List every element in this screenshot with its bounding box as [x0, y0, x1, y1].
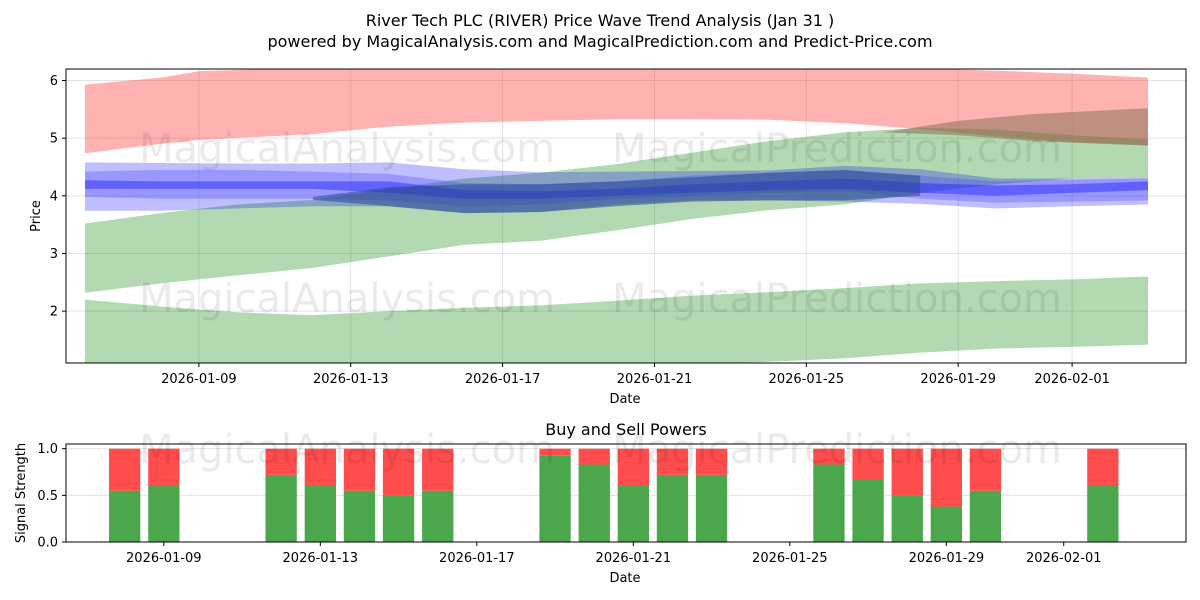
sell-bar: [617, 448, 649, 486]
signal-x-tick-label: 2026-01-09: [126, 551, 202, 566]
buy-bar: [695, 474, 728, 542]
price-bands: [85, 69, 1148, 363]
buy-bar: [265, 474, 297, 542]
watermark-text: MagicalAnalysis.com: [139, 427, 555, 473]
price-x-tick-label: 2026-01-09: [161, 372, 237, 387]
signal-x-tick-label: 2026-01-29: [909, 551, 985, 566]
sell-bar: [343, 448, 376, 491]
buy-bar: [852, 479, 884, 542]
signal-x-tick-label: 2026-01-17: [439, 551, 515, 566]
signal-x-axis: 2026-01-09 2026-01-13 2026-01-17 2026-01-21…: [126, 542, 1102, 566]
sell-bar: [852, 448, 884, 480]
sell-bar: [656, 448, 689, 475]
price-y-tick-label: 5: [50, 132, 58, 147]
price-band-1: [85, 69, 1148, 154]
buy-bar: [539, 455, 571, 542]
buy-bar: [891, 495, 923, 542]
sell-bar: [969, 448, 1002, 491]
signal-y-tick-label: 0.0: [37, 536, 58, 551]
signal-y-axis: 0.0 0.5 1.0: [37, 442, 66, 551]
signal-y-label: Signal Strength: [14, 443, 29, 543]
price-y-tick-label: 4: [50, 189, 58, 204]
sell-bar: [1087, 448, 1119, 486]
price-x-axis: 2026-01-09 2026-01-13 2026-01-17 2026-01-21…: [161, 363, 1110, 387]
signal-x-tick-label: 2026-01-13: [283, 551, 359, 566]
price-band-4: [85, 276, 1148, 363]
price-band-8: [312, 169, 921, 214]
buy-bar: [578, 464, 610, 542]
signal-x-tick-label: 2026-01-21: [596, 551, 672, 566]
chart-subtitle: powered by MagicalAnalysis.com and Magic…: [267, 32, 932, 51]
price-y-tick-label: 6: [50, 74, 58, 89]
sell-bar: [539, 448, 571, 456]
watermark-text: MagicalPrediction.com: [612, 427, 1062, 473]
buy-bar: [304, 486, 336, 542]
chart-title: River Tech PLC (RIVER) Price Wave Trend …: [366, 11, 835, 30]
buy-bar: [422, 490, 454, 542]
buy-bar: [109, 490, 141, 542]
sell-bar: [891, 448, 923, 496]
buy-bar: [969, 490, 1002, 542]
sell-bar: [304, 448, 336, 486]
buy-bar: [382, 495, 415, 542]
price-x-tick-label: 2026-01-21: [617, 372, 693, 387]
price-y-axis: 2 3 4 5 6: [50, 74, 66, 320]
signal-bars: [109, 448, 1119, 542]
price-x-tick-label: 2026-01-25: [769, 372, 845, 387]
buy-bar: [813, 464, 845, 542]
price-plot-frame: [65, 68, 1187, 364]
signal-x-tick-label: 2026-02-01: [1026, 551, 1102, 566]
watermark-text: MagicalPrediction.com: [612, 276, 1062, 322]
signal-x-tick-label: 2026-01-25: [752, 551, 828, 566]
price-plot: MagicalAnalysis.com MagicalPrediction.co…: [29, 68, 1187, 407]
price-x-tick-label: 2026-01-17: [465, 372, 541, 387]
signal-title: Buy and Sell Powers: [545, 420, 707, 439]
signal-x-label: Date: [609, 571, 640, 586]
sell-bar: [382, 448, 415, 496]
signal-plot: Buy and Sell Powers MagicalAnalysis.com …: [14, 420, 1187, 586]
watermark-text: MagicalAnalysis.com: [139, 126, 555, 172]
sell-bar: [265, 448, 297, 475]
sell-bar: [695, 448, 728, 475]
buy-bar: [343, 490, 376, 542]
sell-bar: [578, 448, 610, 465]
buy-bar: [148, 486, 180, 542]
signal-watermarks: MagicalAnalysis.com MagicalPrediction.co…: [139, 427, 1062, 473]
watermark-text: MagicalPrediction.com: [612, 126, 1062, 172]
price-y-label: Price: [29, 200, 44, 232]
signal-y-tick-label: 0.5: [37, 489, 58, 504]
buy-bar: [617, 486, 649, 542]
sell-bar: [813, 448, 845, 465]
watermark-text: MagicalAnalysis.com: [139, 276, 555, 322]
buy-bar: [1087, 486, 1119, 542]
buy-bar: [930, 506, 962, 542]
sell-bar: [109, 448, 141, 491]
price-x-tick-label: 2026-01-13: [313, 372, 389, 387]
price-x-label: Date: [609, 392, 640, 407]
price-band-3: [882, 108, 1148, 146]
price-y-tick-label: 3: [50, 247, 58, 262]
price-x-tick-label: 2026-02-01: [1034, 372, 1110, 387]
sell-bar: [422, 448, 454, 491]
price-y-tick-label: 2: [50, 305, 58, 320]
price-x-tick-label: 2026-01-29: [920, 372, 996, 387]
price-watermarks: MagicalAnalysis.com MagicalPrediction.co…: [139, 126, 1062, 322]
signal-plot-frame: [65, 443, 1187, 543]
buy-bar: [656, 474, 689, 542]
price-band-2: [85, 127, 1148, 293]
sell-bar: [930, 448, 962, 507]
signal-y-tick-label: 1.0: [37, 442, 58, 457]
sell-bar: [148, 448, 180, 486]
